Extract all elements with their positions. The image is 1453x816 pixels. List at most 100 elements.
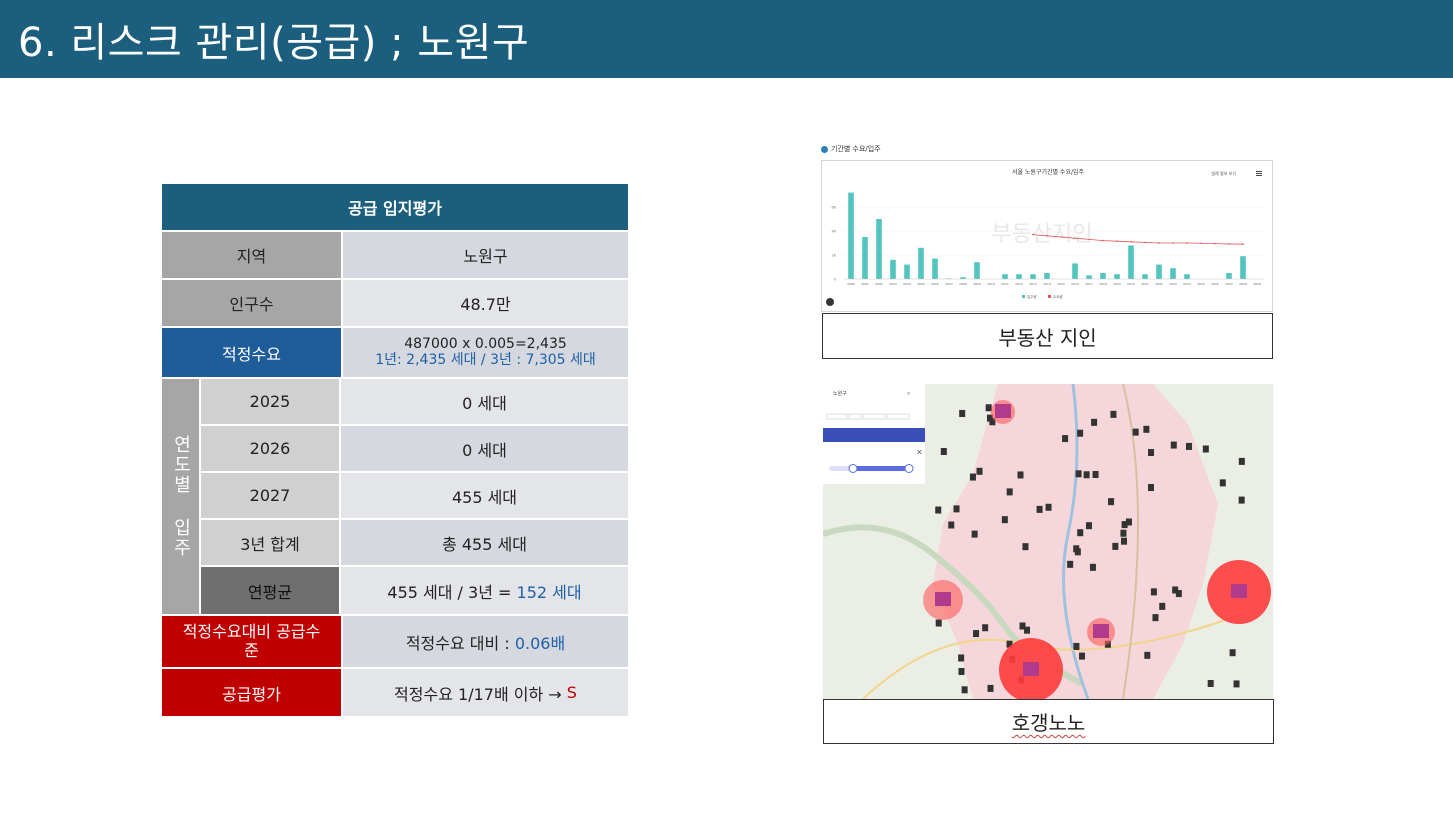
filter-chip[interactable]	[886, 413, 910, 420]
slider-handle[interactable]	[848, 464, 858, 473]
chart-bar[interactable]	[1072, 263, 1078, 279]
chart-bar[interactable]	[1156, 264, 1162, 279]
apartment-pin-icon[interactable]	[1089, 563, 1096, 571]
apartment-pin-icon[interactable]	[935, 619, 942, 627]
apartment-pin-icon[interactable]	[959, 409, 966, 417]
price-label[interactable]	[1231, 584, 1247, 598]
apartment-pin-icon[interactable]	[961, 686, 968, 694]
apartment-pin-icon[interactable]	[1079, 652, 1086, 660]
apartment-pin-icon[interactable]	[958, 654, 965, 662]
apartment-pin-icon[interactable]	[1077, 529, 1084, 537]
apartment-pin-icon[interactable]	[1075, 470, 1082, 478]
apartment-pin-icon[interactable]	[986, 414, 993, 422]
apartment-pin-icon[interactable]	[1006, 488, 1013, 496]
chart-bar[interactable]	[1086, 275, 1092, 279]
search-icon[interactable]: ⌕	[907, 390, 910, 397]
chart-bar[interactable]	[1016, 274, 1022, 279]
apartment-pin-icon[interactable]	[1110, 410, 1117, 418]
apartment-pin-icon[interactable]	[969, 473, 976, 481]
apartment-pin-icon[interactable]	[973, 630, 980, 638]
apartment-pin-icon[interactable]	[1001, 516, 1008, 524]
apartment-pin-icon[interactable]	[1233, 680, 1240, 688]
apartment-pin-icon[interactable]	[1091, 418, 1098, 426]
chart-bar[interactable]	[1170, 268, 1176, 279]
slider-handle[interactable]	[904, 464, 914, 473]
apartment-pin-icon[interactable]	[935, 506, 942, 514]
chart-bar[interactable]	[946, 278, 952, 279]
apartment-pin-icon[interactable]	[1121, 521, 1128, 529]
apartment-pin-icon[interactable]	[1202, 445, 1209, 453]
chart-bar[interactable]	[932, 258, 938, 279]
apartment-pin-icon[interactable]	[1143, 425, 1150, 433]
chart-bar[interactable]	[1142, 274, 1148, 279]
apartment-pin-icon[interactable]	[1073, 642, 1080, 650]
apartment-pin-icon[interactable]	[976, 467, 983, 475]
apartment-pin-icon[interactable]	[1045, 503, 1052, 511]
apartment-pin-icon[interactable]	[1175, 590, 1182, 598]
price-label[interactable]	[995, 404, 1011, 418]
chart-bar[interactable]	[1128, 245, 1134, 279]
hamburger-menu-icon[interactable]	[1256, 171, 1262, 176]
apartment-pin-icon[interactable]	[1120, 537, 1127, 545]
apartment-pin-icon[interactable]	[1238, 457, 1245, 465]
apartment-pin-icon[interactable]	[1062, 435, 1069, 443]
apartment-pin-icon[interactable]	[1092, 470, 1099, 478]
chart-bar[interactable]	[974, 262, 980, 279]
apartment-pin-icon[interactable]	[1159, 602, 1166, 610]
apartment-pin-icon[interactable]	[1085, 522, 1092, 530]
price-label[interactable]	[1023, 662, 1039, 676]
apartment-pin-icon[interactable]	[1104, 640, 1111, 648]
apartment-pin-icon[interactable]	[985, 404, 992, 412]
chart-bar[interactable]	[1226, 273, 1232, 279]
chart-bar[interactable]	[904, 264, 910, 279]
apartment-pin-icon[interactable]	[1077, 429, 1084, 437]
chart-bar[interactable]	[876, 219, 882, 279]
apartment-pin-icon[interactable]	[948, 521, 955, 529]
apartment-pin-icon[interactable]	[1172, 586, 1179, 594]
legend-label[interactable]: 수요량	[1053, 294, 1063, 299]
apartment-pin-icon[interactable]	[1120, 529, 1127, 537]
apartment-pin-icon[interactable]	[1073, 545, 1080, 553]
apartment-pin-icon[interactable]	[1229, 649, 1236, 657]
chart-bar[interactable]	[1030, 274, 1036, 279]
filter-chip[interactable]	[826, 413, 848, 420]
apartment-pin-icon[interactable]	[1148, 449, 1155, 457]
chart-bar[interactable]	[862, 237, 868, 279]
apartment-pin-icon[interactable]	[1144, 651, 1151, 659]
apartment-pin-icon[interactable]	[1238, 496, 1245, 504]
apartment-pin-icon[interactable]	[1083, 471, 1090, 479]
apartment-pin-icon[interactable]	[1125, 518, 1132, 526]
chart-bar[interactable]	[1240, 256, 1246, 279]
apartment-pin-icon[interactable]	[1067, 560, 1074, 568]
apartment-pin-icon[interactable]	[971, 530, 978, 538]
chart-bar[interactable]	[890, 259, 896, 279]
chart-bar[interactable]	[1100, 273, 1106, 279]
apartment-pin-icon[interactable]	[1170, 441, 1177, 449]
apartment-pin-icon[interactable]	[1019, 622, 1026, 630]
apartment-pin-icon[interactable]	[1036, 505, 1043, 513]
apartment-pin-icon[interactable]	[1207, 679, 1214, 687]
filter-chip[interactable]	[862, 413, 886, 420]
map-tabs-bar[interactable]	[823, 428, 925, 442]
close-icon[interactable]: ✕	[916, 448, 923, 457]
apartment-pin-icon[interactable]	[1219, 479, 1226, 487]
apartment-pin-icon[interactable]	[982, 624, 989, 632]
apartment-pin-icon[interactable]	[958, 667, 965, 675]
apartment-pin-icon[interactable]	[1147, 484, 1154, 492]
apartment-pin-icon[interactable]	[1152, 614, 1159, 622]
chart-bar[interactable]	[848, 192, 854, 279]
price-label[interactable]	[935, 592, 951, 606]
legend-label[interactable]: 입주량	[1027, 294, 1037, 299]
apartment-pin-icon[interactable]	[1024, 626, 1031, 634]
price-label[interactable]	[1093, 624, 1109, 638]
apartment-pin-icon[interactable]	[1150, 588, 1157, 596]
apartment-pin-icon[interactable]	[1006, 640, 1013, 648]
apartment-pin-icon[interactable]	[1108, 498, 1115, 506]
chart-bar[interactable]	[1044, 273, 1050, 279]
apartment-pin-icon[interactable]	[1185, 442, 1192, 450]
apartment-pin-icon[interactable]	[940, 448, 947, 456]
apartment-pin-icon[interactable]	[1017, 471, 1024, 479]
chart-bar[interactable]	[1184, 274, 1190, 279]
apartment-pin-icon[interactable]	[953, 505, 960, 513]
chart-bar[interactable]	[960, 277, 966, 279]
